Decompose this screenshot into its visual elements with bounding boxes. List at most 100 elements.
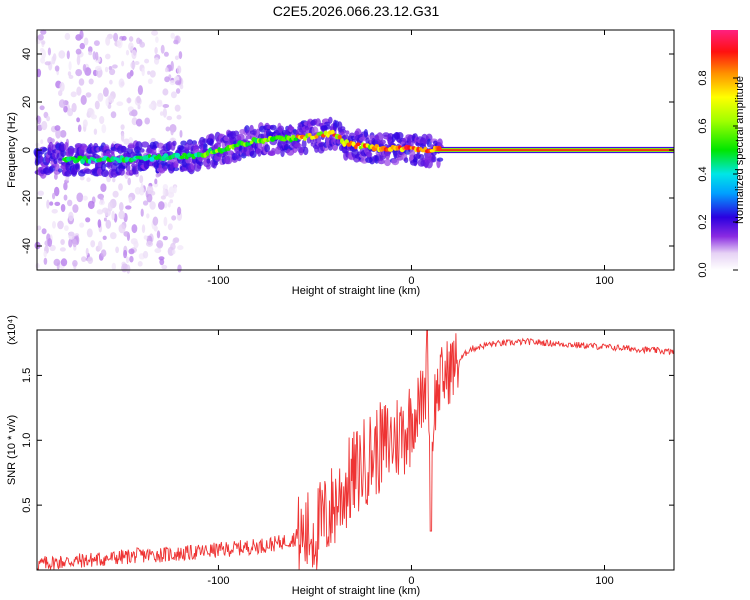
snr-y-label: SNR (10 * v/v) <box>6 415 18 485</box>
spectrogram-noise-cell <box>105 36 111 46</box>
spectrogram-band-cell <box>363 129 368 138</box>
spectrogram-noise-cell <box>128 248 135 255</box>
snr-y-tick-label: 1.5 <box>21 368 33 383</box>
spectrogram-noise-cell <box>177 245 184 251</box>
spectrogram-noise-cell <box>99 116 105 124</box>
spectrogram-noise-cell <box>52 192 56 200</box>
spectrogram-noise-cell <box>164 67 169 73</box>
spectrogram-noise-cell <box>58 90 63 97</box>
spectrogram-band-cell <box>271 147 276 153</box>
spectrogram-band-cell <box>345 130 350 135</box>
spectrogram-noise-cell <box>67 71 72 77</box>
spectrogram-noise-cell <box>53 258 61 266</box>
spectrogram-noise-cell <box>97 240 103 251</box>
spectrogram-noise-cell <box>137 85 143 96</box>
spectrogram-noise-cell <box>112 190 119 198</box>
spectrogram-noise-cell <box>82 195 88 201</box>
spectrogram-band-cell <box>224 155 233 165</box>
spectrogram-band-cell <box>294 143 302 148</box>
spectrogram-noise-cell <box>54 173 58 180</box>
spectrogram-noise-cell <box>152 216 159 226</box>
spectrogram-noise-cell <box>82 119 88 128</box>
spectrogram-band-cell <box>249 150 257 158</box>
spectrogram-noise-cell <box>149 70 156 78</box>
spectrogram-band-cell <box>332 143 338 151</box>
spectrogram-noise-cell <box>112 64 118 69</box>
snr-y-tick-label: 1.0 <box>21 433 33 448</box>
spectrogram-noise-cell <box>41 40 46 45</box>
spectrogram-noise-cell <box>175 88 181 94</box>
spectrogram-noise-cell <box>49 244 56 252</box>
spectrogram-ridge-cell <box>330 129 335 135</box>
spectrogram-noise-cell <box>36 225 42 231</box>
spectrogram-noise-cell <box>121 35 127 41</box>
spectrogram-noise-cell <box>72 204 79 213</box>
spectrogram-noise-cell <box>155 173 160 178</box>
spectrogram-noise-cell <box>71 102 77 113</box>
spectrogram-noise-cell <box>66 50 70 60</box>
spectrogram-noise-cell <box>116 101 124 106</box>
spectrogram-noise-cell <box>163 51 169 57</box>
spectrogram-noise-cell <box>100 183 107 192</box>
snr-y-tick-label: 0.5 <box>21 497 33 512</box>
spectrogram-noise-cell <box>36 115 42 125</box>
spectrogram-noise-cell <box>162 236 168 241</box>
spectrogram-noise-cell <box>158 201 165 210</box>
spectrogram-noise-cell <box>109 79 113 85</box>
spectrogram-noise-cell <box>43 257 48 265</box>
spectrogram-ridge-cell <box>83 155 87 161</box>
spectrogram-noise-cell <box>141 224 146 234</box>
spectrogram-noise-cell <box>41 120 48 131</box>
spectrogram-noise-cell <box>123 249 128 259</box>
spectrogram-noise-cell <box>39 105 45 111</box>
spectrogram-noise-cell <box>75 69 83 77</box>
spectrogram-noise-cell <box>102 235 107 240</box>
spectrogram-noise-cell <box>113 32 119 42</box>
spectrogram-noise-cell <box>72 260 78 267</box>
spectrogram-noise-cell <box>115 246 119 254</box>
spectrogram-noise-cell <box>156 240 164 249</box>
spectrogram-band-cell <box>396 155 403 161</box>
spectrogram-band-cell <box>301 139 307 149</box>
spectrogram-noise-cell <box>144 58 150 64</box>
spectrogram-noise-cell <box>46 115 51 122</box>
spectrogram-noise-cell <box>97 92 104 102</box>
spectrogram-noise-cell <box>110 111 117 119</box>
spectrogram-noise-cell <box>134 61 140 65</box>
spectrogram-noise-cell <box>162 187 166 198</box>
spectrogram-noise-cell <box>95 51 99 61</box>
spectrogram-noise-cell <box>76 117 80 123</box>
spectrogram-noise-cell <box>35 262 40 269</box>
spectrogram-band-cell <box>297 146 305 153</box>
spectrogram-noise-cell <box>144 117 150 125</box>
spectrogram-noise-cell <box>101 124 107 134</box>
spectrogram-noise-cell <box>125 256 130 264</box>
snr-x-tick-label: -100 <box>207 575 229 587</box>
spectrogram-noise-cell <box>135 118 143 127</box>
spectrogram-noise-cell <box>88 51 93 56</box>
spectrogram-noise-cell <box>79 176 85 181</box>
spectrogram-noise-cell <box>86 177 91 183</box>
spectrogram-noise-cell <box>140 182 144 193</box>
spectrogram-noise-cell <box>67 108 74 117</box>
spectrogram-y-tick-label: 0 <box>21 147 33 153</box>
spectrogram-noise-cell <box>93 128 98 135</box>
chart-title: C2E5.2026.066.23.12.G31 <box>273 3 440 19</box>
spectrogram-noise-cell <box>97 219 102 228</box>
spectrogram-noise-cell <box>172 238 177 245</box>
spectrogram-y-tick-label: 40 <box>21 48 33 60</box>
spectrogram-noise-cell <box>51 209 58 214</box>
spectrogram-band-cell <box>184 142 190 153</box>
spectrogram-noise-cell <box>149 201 156 210</box>
spectrogram-noise-cell <box>140 208 144 217</box>
spectrogram-noise-cell <box>83 37 89 46</box>
spectrogram-noise-cell <box>52 221 56 229</box>
colorbar-tick-label: 0.4 <box>697 166 709 181</box>
snr-x-ticks: -100 0 100 <box>207 330 614 587</box>
spectrogram-noise-cell <box>117 39 123 49</box>
spectrogram-noise-cell <box>51 55 56 65</box>
spectrogram-noise-cell <box>147 78 153 85</box>
spectrogram-noise-cell <box>79 222 85 228</box>
spectrogram-noise-cell <box>40 57 46 64</box>
spectrogram-noise-cell <box>146 213 150 219</box>
